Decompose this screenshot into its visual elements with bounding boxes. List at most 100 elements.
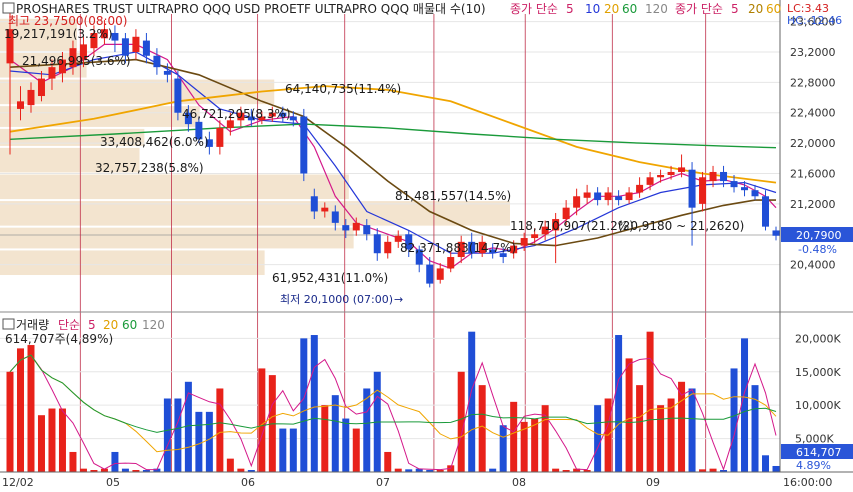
legend1-period: 20 <box>604 2 619 16</box>
volume-bar <box>142 469 150 472</box>
candle-body <box>279 112 287 117</box>
volume-bar <box>79 468 87 472</box>
volume-bar <box>6 371 14 472</box>
volume-bar <box>520 421 528 472</box>
candle-body <box>90 32 98 49</box>
volume-bar <box>499 425 507 472</box>
volume-bar <box>405 469 413 472</box>
price-tick-label: 23,6000 <box>790 16 836 29</box>
volume-bar <box>111 451 119 472</box>
volume-ma-20 <box>9 354 777 453</box>
volume-bar <box>510 401 518 472</box>
current-change-text: -0.48% <box>798 243 837 256</box>
candle-body <box>79 44 87 60</box>
volume-profile-bar <box>0 79 275 105</box>
volume-bar <box>636 385 644 472</box>
volume-bar <box>709 468 717 472</box>
candle-body <box>688 169 696 208</box>
day-dividers <box>79 14 707 472</box>
volume-profile-bar <box>0 201 510 226</box>
current-volume-tag <box>781 444 853 459</box>
volume-profile-labels: 19,217,191(3.2%) 21,496,995(3.6%) 64,140,7… <box>4 27 744 306</box>
volume-bar <box>310 335 318 472</box>
volume-bar <box>699 469 707 472</box>
candle-body <box>310 196 318 212</box>
candle-body <box>226 120 234 128</box>
volume-profile-label: 64,140,735(11.4%) <box>285 82 401 96</box>
volume-ma-prefix: 단순 <box>58 318 80 332</box>
volume-tick-label: 10,000K <box>795 399 841 412</box>
volume-bar <box>457 371 465 472</box>
time-tick-label: 08 <box>512 476 526 489</box>
candle-body <box>625 192 633 201</box>
volume-bar <box>342 418 350 472</box>
candle-body <box>121 38 129 56</box>
legend1-period: 5 <box>566 2 574 16</box>
candle-body <box>499 253 507 258</box>
volume-ma-period: 120 <box>142 318 165 332</box>
candle-body <box>457 241 465 258</box>
volume-bar <box>153 468 161 472</box>
ma-line-60 <box>9 85 777 184</box>
volume-bar <box>216 388 224 472</box>
volume-bar <box>121 468 129 472</box>
volume-profile-label: 118,710,907(21.2%) <box>510 219 634 233</box>
candle-body <box>646 177 654 185</box>
volume-title: 거래량 <box>16 318 49 332</box>
volume-bar <box>552 468 560 472</box>
volume-bar <box>363 388 371 472</box>
candle-body <box>352 222 360 231</box>
candle-body <box>373 234 381 254</box>
volume-tick-label: 5,000K <box>795 433 834 446</box>
volume-bar <box>541 405 549 472</box>
volume-profile-label: 33,408,462(6.0%) <box>100 135 209 149</box>
candle-body <box>27 89 35 106</box>
candle-body <box>657 175 665 178</box>
candle-body <box>363 225 371 235</box>
volume-tick-label: 20,000K <box>795 332 841 345</box>
candle-body <box>741 187 749 191</box>
volume-bar <box>478 385 486 472</box>
volume-bar <box>226 458 234 472</box>
legend1-period: 10 <box>585 2 600 16</box>
candle-body <box>394 235 402 242</box>
volume-bar <box>300 338 308 472</box>
volume-bar <box>247 469 255 472</box>
volume-profile-label: 21,496,995(3.6%) <box>22 54 131 68</box>
candle-body <box>510 245 518 254</box>
candle-body <box>594 192 602 201</box>
candle-body <box>667 171 675 176</box>
price-tick-label: 22,4000 <box>790 107 836 120</box>
volume-profile-bar <box>0 106 200 127</box>
candle-body <box>321 207 329 212</box>
candle-body <box>636 184 644 193</box>
low-price-label: 최저 20,1000 (07:00) <box>280 293 393 306</box>
volume-bar <box>583 469 591 472</box>
candle-body <box>331 211 339 223</box>
ma-line-20 <box>9 58 776 247</box>
candle-body <box>216 127 224 147</box>
legend2-period: 60 <box>766 2 781 16</box>
volume-bar <box>163 398 171 472</box>
candle-body <box>415 249 423 265</box>
chart-title: PROSHARES TRUST ULTRAPRO QQQ USD PROETF … <box>16 2 486 16</box>
candle-body <box>174 78 182 113</box>
volume-profile-bar <box>0 227 354 249</box>
candle-body <box>531 234 539 239</box>
volume-bar <box>688 388 696 472</box>
candle-body <box>258 116 266 121</box>
candle-body <box>720 171 728 182</box>
volume-bar <box>468 331 476 472</box>
current-volume-pct: 4.89% <box>796 459 831 472</box>
volume-bar <box>594 405 602 472</box>
price-tick-label: 20,4000 <box>790 259 836 272</box>
volume-bar <box>69 451 77 472</box>
candle-body <box>405 234 413 250</box>
volume-bar <box>195 411 203 472</box>
volume-bar <box>615 335 623 472</box>
current-price-text: 20,7900 <box>796 229 842 242</box>
volume-bar <box>37 415 45 472</box>
legend2-period: 5 <box>731 2 739 16</box>
low-arrow-icon: → <box>394 293 403 306</box>
